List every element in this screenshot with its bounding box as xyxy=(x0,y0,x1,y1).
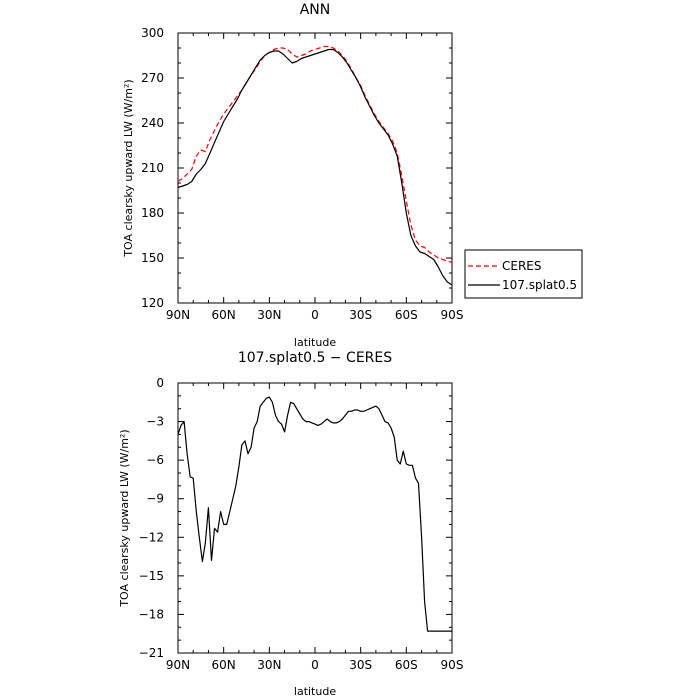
legend-box xyxy=(464,249,583,299)
x-tick-label: 30N xyxy=(257,308,281,322)
top-panel: ANN 90N 60N 30N 0 30S 60S 90S 120 150 180 210 240 27… xyxy=(122,2,463,349)
y-tick-label: −9 xyxy=(146,492,164,506)
bottom-series-group xyxy=(177,396,452,632)
x-tick-label: 0 xyxy=(311,658,319,672)
x-tick-label: 30S xyxy=(349,308,372,322)
y-tick-label: −12 xyxy=(139,530,164,544)
x-tick-label: 30S xyxy=(349,658,372,672)
y-tick-label: 0 xyxy=(156,376,164,390)
y-tick-label: −18 xyxy=(139,607,164,621)
bottom-x-axis-label: latitude xyxy=(294,685,336,698)
y-tick-label: 300 xyxy=(141,26,164,40)
x-tick-label: 60S xyxy=(395,308,418,322)
x-tick-label: 0 xyxy=(311,308,319,322)
x-tick-label: 90S xyxy=(441,658,464,672)
legend: CERES 107.splat0.5 xyxy=(464,249,583,299)
top-x-axis-label: latitude xyxy=(294,336,336,349)
y-tick-label: 150 xyxy=(141,251,164,265)
x-tick-label: 90N xyxy=(166,658,190,672)
top-y-axis-label: TOA clearsky upward LW (W/m²) xyxy=(122,79,135,257)
y-tick-label: 180 xyxy=(141,206,164,220)
x-tick-label: 90S xyxy=(441,308,464,322)
legend-label-model: 107.splat0.5 xyxy=(502,278,577,292)
bottom-panel: 107.splat0.5 − CERES 90N 60N 30N 0 30S 60S 90S… xyxy=(118,350,463,698)
y-tick-label: 240 xyxy=(141,116,164,130)
bottom-y-axis-label: TOA clearsky upward LW (W/m²) xyxy=(118,429,131,607)
x-tick-label: 60N xyxy=(212,308,236,322)
x-tick-label: 60S xyxy=(395,658,418,672)
y-tick-label: −3 xyxy=(146,415,164,429)
y-tick-label: 270 xyxy=(141,71,164,85)
y-tick-label: −21 xyxy=(139,646,164,660)
series-line-107-splat0-5 xyxy=(177,48,453,286)
difference-line xyxy=(177,396,452,632)
top-panel-title: ANN xyxy=(300,2,331,18)
y-tick-label: 210 xyxy=(141,161,164,175)
bottom-axis-ticks: 90N 60N 30N 0 30S 60S 90S 0 −3 −6 −9 −12 −15 −18 −21 xyxy=(139,376,464,672)
top-series-group xyxy=(177,45,453,286)
y-tick-label: −6 xyxy=(146,453,164,467)
x-tick-label: 60N xyxy=(212,658,236,672)
legend-label-ceres: CERES xyxy=(502,259,542,273)
bottom-panel-title: 107.splat0.5 − CERES xyxy=(238,350,392,366)
y-tick-label: −15 xyxy=(139,569,164,583)
x-tick-label: 30N xyxy=(257,658,281,672)
x-tick-label: 90N xyxy=(166,308,190,322)
top-plot-frame xyxy=(177,32,453,304)
top-axis-ticks: 90N 60N 30N 0 30S 60S 90S 120 150 180 210 240 270 300 xyxy=(141,26,463,322)
y-tick-label: 120 xyxy=(141,296,164,310)
series-line-ceres xyxy=(177,45,453,264)
